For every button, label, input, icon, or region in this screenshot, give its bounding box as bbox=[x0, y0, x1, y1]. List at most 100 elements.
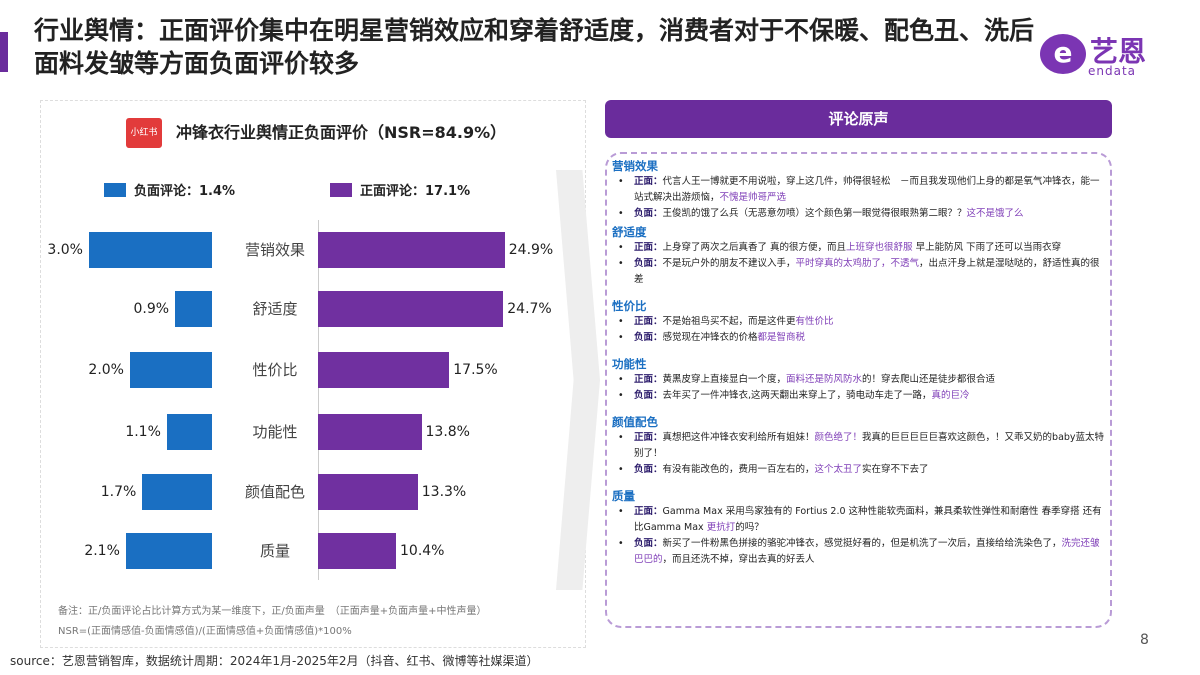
comment-text: 上身穿了两次之后真香了 真的很方便，而且 bbox=[662, 242, 847, 253]
highlight-text: 颜色绝了！ bbox=[814, 432, 863, 443]
comment-item: 负面：王俊凯的饿了么兵（无恶意勿喷）这个颜色第一眼觉得很眼熟第二眼？？这不是饿了… bbox=[612, 206, 1106, 222]
highlight-text: 不愧是帅哥严选 bbox=[719, 192, 787, 203]
comment-text: 我真的巨巨巨巨巨喜欢这颜色，！又乖又奶的baby蓝太特别了！ bbox=[634, 432, 1105, 459]
sentiment-tag: 正面： bbox=[634, 374, 663, 385]
comment-item: 负面：去年买了一件冲锋衣,这两天翻出来穿上了，骑电动车走了一路，真的巨冷 bbox=[612, 388, 1106, 404]
positive-bar bbox=[318, 474, 418, 510]
category-label: 功能性 bbox=[252, 423, 298, 441]
comment-item: 正面：黄黑皮穿上直接显白一个度，面料还是防风防水的！穿去爬山还是徒步都很合适 bbox=[612, 372, 1106, 388]
category-label: 质量 bbox=[259, 542, 290, 560]
positive-bar bbox=[318, 414, 422, 450]
comment-text: 有没有能改色的，费用一百左右的， bbox=[662, 464, 815, 475]
positive-bar bbox=[318, 352, 450, 388]
negative-value-label: 3.0% bbox=[47, 242, 83, 258]
comment-text: 的！穿去爬山还是徒步都很合适 bbox=[862, 374, 996, 385]
category-label: 性价比 bbox=[252, 361, 298, 379]
sentiment-tag: 正面： bbox=[634, 176, 663, 187]
comment-item: 正面：Gamma Max 采用鸟家独有的 Fortius 2.0 这种性能软壳面… bbox=[612, 504, 1106, 536]
highlight-text: 更抗打 bbox=[706, 522, 736, 533]
comments-box bbox=[605, 152, 1112, 628]
highlight-text: 这个太丑了 bbox=[814, 464, 863, 475]
logo-subtext: endata bbox=[1088, 64, 1137, 78]
positive-value-label: 24.7% bbox=[507, 301, 552, 317]
comment-text: Gamma Max 采用鸟家独有的 Fortius 2.0 这种性能软壳面料，兼… bbox=[634, 506, 1102, 533]
comment-text: ，出点汗身上就是湿哒哒的，舒适性真的很差 bbox=[634, 258, 1100, 285]
title-accent-bar bbox=[0, 32, 8, 72]
xiaohongshu-logo: 小红书 bbox=[126, 118, 162, 148]
comment-text: ，而且还洗不掉，穿出去真的好丢人 bbox=[662, 554, 815, 565]
negative-bar bbox=[166, 414, 212, 450]
legend-label: 正面评论：17.1% bbox=[360, 184, 471, 199]
legend-swatch bbox=[104, 182, 126, 197]
comment-text: 新买了一件粉黑色拼接的骆驼冲锋衣，感觉挺好看的，但是机洗了一次后，直接给给洗染色… bbox=[662, 538, 1062, 549]
highlight-text: 都是智商税 bbox=[757, 332, 806, 343]
highlight-text: 这不是饿了么 bbox=[966, 208, 1024, 219]
highlight-text: 有性价比 bbox=[795, 316, 834, 327]
highlight-text: 面料还是防风防水 bbox=[786, 374, 863, 385]
comment-item: 负面：感觉现在冲锋衣的价格都是智商税 bbox=[612, 330, 1106, 346]
comment-text: 感觉现在冲锋衣的价格 bbox=[662, 332, 758, 343]
comment-text: 实在穿不下去了 bbox=[862, 464, 929, 475]
negative-bar bbox=[142, 474, 212, 510]
comment-text: 代言人王一博就更不用说啦，穿上这几件，帅得很轻松 －而且我发现他们上身的都是氧气… bbox=[634, 176, 1100, 203]
legend-label: 负面评论：1.4% bbox=[134, 184, 236, 199]
sentiment-tag: 正面： bbox=[634, 506, 663, 517]
logo-mark-icon: e bbox=[1040, 34, 1086, 74]
comment-item: 负面：不是玩户外的朋友不建议入手，平时穿真的太鸡肋了，不透气，出点汗身上就是湿哒… bbox=[612, 256, 1106, 288]
comment-category: 质量 bbox=[612, 489, 635, 503]
sentiment-tag: 负面： bbox=[634, 208, 663, 219]
sentiment-tag: 正面： bbox=[634, 316, 663, 327]
comment-item: 正面：代言人王一博就更不用说啦，穿上这几件，帅得很轻松 －而且我发现他们上身的都… bbox=[612, 174, 1106, 206]
negative-bar bbox=[125, 533, 212, 569]
note-line: 备注：正/负面评论占比计算方式为某一维度下，正/负面声量 （正面声量+负面声量+… bbox=[58, 606, 487, 617]
sentiment-tag: 正面： bbox=[634, 432, 663, 443]
negative-bar bbox=[130, 352, 212, 388]
negative-bar bbox=[175, 291, 212, 327]
comment-category: 营销效果 bbox=[612, 159, 658, 173]
center-axis bbox=[318, 220, 319, 580]
negative-value-label: 1.7% bbox=[100, 484, 137, 500]
positive-bar bbox=[318, 291, 504, 327]
positive-value-label: 17.5% bbox=[453, 362, 498, 378]
comment-category: 颜值配色 bbox=[612, 415, 658, 429]
comment-text: 王俊凯的饿了么兵（无恶意勿喷）这个颜色第一眼觉得很眼熟第二眼？？ bbox=[662, 208, 967, 219]
sentiment-tag: 负面： bbox=[634, 332, 663, 343]
comment-text: 去年买了一件冲锋衣,这两天翻出来穿上了，骑电动车走了一路， bbox=[662, 390, 932, 401]
positive-value-label: 24.9% bbox=[508, 242, 554, 258]
highlight-text: 真的巨冷 bbox=[931, 390, 970, 401]
legend-negative: 负面评论：1.4% bbox=[104, 180, 235, 199]
sentiment-tag: 负面： bbox=[634, 258, 663, 269]
legend-swatch bbox=[330, 182, 352, 197]
legend-positive: 正面评论：17.1% bbox=[330, 180, 470, 199]
comment-category: 功能性 bbox=[612, 357, 647, 371]
comment-text: 早上能防风 下雨了还可以当雨衣穿 bbox=[912, 242, 1062, 253]
positive-value-label: 13.8% bbox=[425, 424, 470, 440]
sentiment-tag: 负面： bbox=[634, 538, 663, 549]
negative-value-label: 0.9% bbox=[133, 301, 170, 317]
page-title: 行业舆情：正面评价集中在明星营销效应和穿着舒适度，消费者对于不保暖、配色丑、洗后… bbox=[34, 16, 1035, 78]
logo-text: 艺恩 bbox=[1090, 35, 1147, 68]
sentiment-tag: 负面： bbox=[634, 390, 663, 401]
comment-item: 负面：有没有能改色的，费用一百左右的，这个太丑了实在穿不下去了 bbox=[612, 462, 1106, 478]
category-label: 颜值配色 bbox=[244, 483, 305, 501]
positive-bar bbox=[318, 232, 505, 268]
sentiment-tag: 正面： bbox=[634, 242, 663, 253]
comment-text: 的吗？ bbox=[735, 522, 764, 533]
comment-item: 负面：新买了一件粉黑色拼接的骆驼冲锋衣，感觉挺好看的，但是机洗了一次后，直接给给… bbox=[612, 536, 1106, 568]
source-text: source：艺恩营销智库，数据统计周期：2024年1月-2025年2月（抖音、… bbox=[10, 654, 539, 668]
negative-bar bbox=[89, 232, 212, 268]
positive-value-label: 10.4% bbox=[400, 543, 445, 559]
comment-item: 正面：不是始祖鸟买不起，而是这件更有性价比 bbox=[612, 314, 1106, 330]
comment-item: 正面：真想把这件冲锋衣安利给所有姐妹！颜色绝了！我真的巨巨巨巨巨喜欢这颜色，！又… bbox=[612, 430, 1106, 462]
highlight-text: 上班穿也很舒服 bbox=[846, 242, 913, 253]
comment-text: 不是玩户外的朋友不建议入手， bbox=[662, 258, 796, 269]
positive-value-label: 13.3% bbox=[421, 484, 467, 500]
sentiment-tag: 负面： bbox=[634, 464, 663, 475]
positive-bar bbox=[318, 533, 396, 569]
comment-text: 不是始祖鸟买不起，而是这件更 bbox=[662, 316, 796, 327]
endata-logo: e 艺恩 endata bbox=[1040, 26, 1170, 82]
comments-list: 营销效果正面：代言人王一博就更不用说啦，穿上这几件，帅得很轻松 －而且我发现他们… bbox=[612, 156, 1106, 568]
highlight-text: 平时穿真的太鸡肋了，不透气 bbox=[795, 258, 920, 269]
comment-category: 舒适度 bbox=[612, 225, 647, 239]
comments-header: 评论原声 bbox=[605, 100, 1112, 138]
